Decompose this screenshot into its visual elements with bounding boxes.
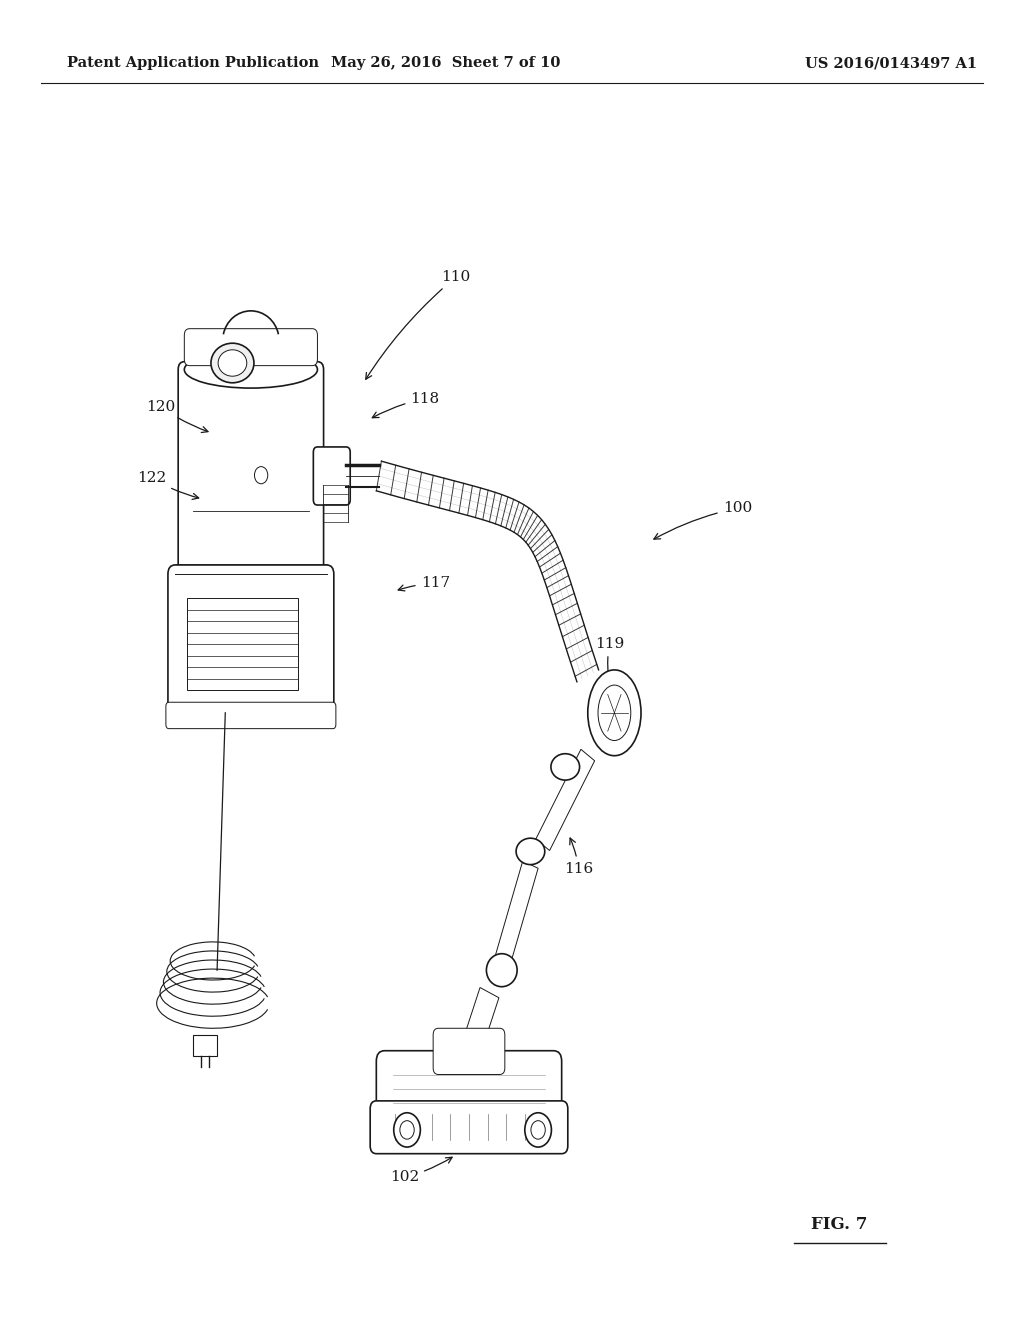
Text: Patent Application Publication: Patent Application Publication xyxy=(67,57,318,70)
Text: FIG. 7: FIG. 7 xyxy=(811,1217,868,1233)
Text: 102: 102 xyxy=(390,1158,453,1184)
FancyBboxPatch shape xyxy=(433,1028,505,1074)
Ellipse shape xyxy=(530,1121,545,1139)
Text: 119: 119 xyxy=(595,638,624,680)
FancyBboxPatch shape xyxy=(377,1051,561,1127)
Ellipse shape xyxy=(598,685,631,741)
Ellipse shape xyxy=(524,1113,551,1147)
Polygon shape xyxy=(464,987,499,1048)
Polygon shape xyxy=(536,750,595,850)
Text: May 26, 2016  Sheet 7 of 10: May 26, 2016 Sheet 7 of 10 xyxy=(331,57,560,70)
Ellipse shape xyxy=(551,754,580,780)
FancyBboxPatch shape xyxy=(166,702,336,729)
Ellipse shape xyxy=(516,838,545,865)
Text: 116: 116 xyxy=(564,838,593,875)
Ellipse shape xyxy=(588,671,641,755)
Ellipse shape xyxy=(486,953,517,987)
Ellipse shape xyxy=(211,343,254,383)
Ellipse shape xyxy=(399,1121,414,1139)
Text: 106: 106 xyxy=(380,1105,441,1118)
Text: 122: 122 xyxy=(137,471,199,499)
Text: 118: 118 xyxy=(373,392,439,417)
Text: 100: 100 xyxy=(654,502,752,539)
Text: 117: 117 xyxy=(398,577,450,591)
Ellipse shape xyxy=(184,351,317,388)
Ellipse shape xyxy=(218,350,247,376)
Polygon shape xyxy=(495,861,538,968)
FancyBboxPatch shape xyxy=(184,329,317,366)
Ellipse shape xyxy=(254,467,268,484)
FancyBboxPatch shape xyxy=(371,1101,567,1154)
FancyBboxPatch shape xyxy=(178,362,324,582)
Bar xyxy=(193,1035,217,1056)
Ellipse shape xyxy=(393,1113,421,1147)
Text: US 2016/0143497 A1: US 2016/0143497 A1 xyxy=(805,57,977,70)
FancyBboxPatch shape xyxy=(168,565,334,715)
Text: 120: 120 xyxy=(146,400,208,433)
FancyBboxPatch shape xyxy=(313,447,350,506)
Bar xyxy=(187,598,298,690)
Text: 110: 110 xyxy=(366,271,470,379)
